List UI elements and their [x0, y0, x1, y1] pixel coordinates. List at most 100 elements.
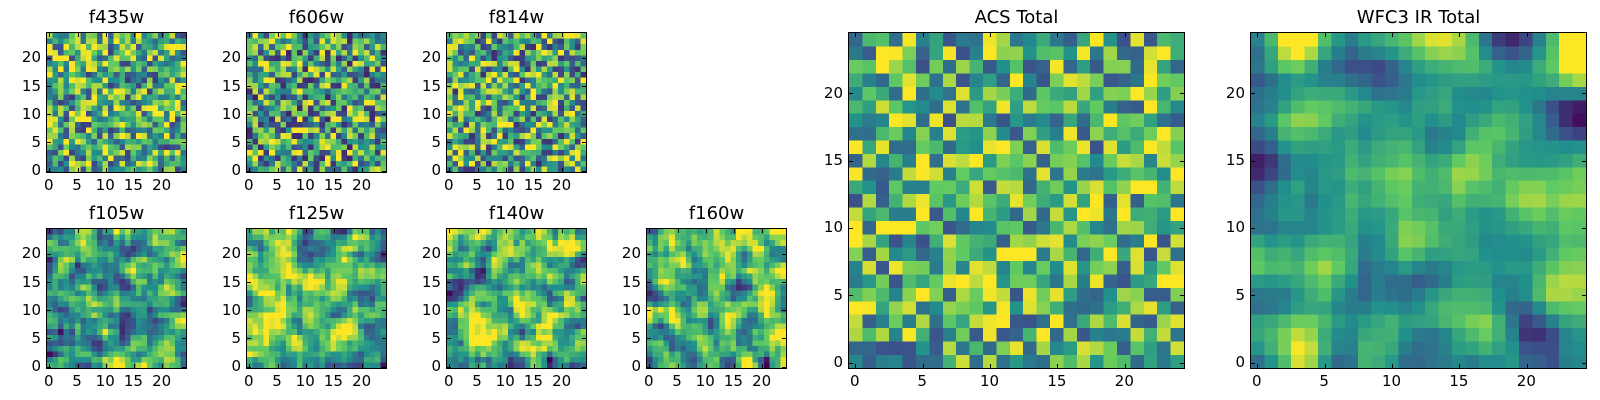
heatmap-cell [969, 220, 984, 235]
y-tick-mark [447, 310, 451, 312]
heatmap-plot [246, 32, 387, 173]
heatmap-cell [969, 274, 984, 288]
heatmap-cell [47, 351, 53, 357]
heatmap-cell [374, 306, 381, 313]
y-tick-mark [247, 170, 251, 172]
heatmap-cell [352, 356, 359, 363]
heatmap-cell [180, 94, 186, 100]
heatmap-cell [141, 256, 148, 263]
heatmap-cell [63, 49, 70, 56]
heatmap-cell [158, 38, 164, 45]
heatmap-cell [52, 149, 59, 156]
heatmap-cell [691, 323, 698, 330]
heatmap-cell [158, 116, 164, 123]
heatmap-cell [1090, 220, 1104, 235]
heatmap-cell [530, 284, 537, 291]
heatmap-cell [547, 356, 553, 363]
heatmap-cell [685, 290, 692, 296]
heatmap-cell [280, 138, 287, 145]
heatmap-cell [119, 262, 125, 269]
heatmap-cell [69, 77, 75, 84]
heatmap-cell [513, 234, 520, 241]
heatmap-cell [1170, 314, 1184, 329]
heatmap-cell [358, 295, 364, 302]
heatmap-cell [285, 133, 292, 139]
heatmap-cell [330, 121, 337, 128]
heatmap-cell [691, 312, 698, 319]
heatmap-cell [52, 323, 59, 330]
heatmap-cell [252, 362, 259, 368]
heatmap-cell [691, 351, 698, 357]
heatmap-cell [297, 329, 303, 335]
heatmap-cell [491, 155, 498, 161]
heatmap-cell [74, 160, 81, 167]
heatmap-cell [335, 99, 342, 106]
heatmap-cell [708, 345, 714, 352]
heatmap-cell [135, 301, 142, 307]
heatmap-cell [485, 334, 492, 341]
heatmap-cell [52, 229, 59, 235]
heatmap-cell [119, 329, 125, 335]
heatmap-cell [735, 306, 742, 313]
heatmap-cell [180, 356, 186, 363]
heatmap-cell [97, 133, 103, 139]
heatmap-cell [347, 279, 353, 285]
heatmap-cell [474, 290, 481, 296]
heatmap-cell [916, 260, 930, 275]
heatmap-cell [158, 49, 164, 56]
heatmap-cell [80, 144, 87, 150]
heatmap-cell [308, 295, 314, 302]
x-tick-mark [449, 364, 451, 368]
heatmap-cell [335, 256, 342, 263]
heatmap-cell [319, 279, 325, 285]
heatmap-cell [996, 354, 1011, 368]
heatmap-cell [335, 334, 342, 341]
heatmap-cell [269, 55, 275, 61]
heatmap-cell [563, 166, 570, 172]
heatmap-cell [285, 71, 292, 78]
heatmap-cell [274, 284, 281, 291]
heatmap-cell [58, 49, 64, 56]
heatmap-cell [1009, 220, 1024, 235]
heatmap-cell [563, 345, 570, 352]
heatmap-cell [330, 155, 337, 161]
heatmap-cell [474, 133, 481, 139]
heatmap-cell [280, 144, 287, 150]
heatmap-cell [258, 138, 264, 145]
heatmap-cell [85, 256, 92, 263]
heatmap-cell [247, 262, 253, 269]
heatmap-cell [474, 240, 481, 246]
heatmap-cell [996, 207, 1011, 221]
heatmap-cell [580, 166, 586, 172]
heatmap-cell [274, 127, 281, 134]
heatmap-cell [69, 149, 75, 156]
heatmap-cell [47, 301, 53, 307]
heatmap-cell [285, 312, 292, 319]
heatmap-cell [983, 167, 997, 181]
heatmap-cell [552, 60, 559, 67]
heatmap-cell [135, 251, 142, 257]
heatmap-cell [447, 334, 453, 341]
heatmap-cell [163, 138, 170, 145]
heatmap-cell [574, 33, 581, 39]
heatmap-cell [369, 251, 375, 257]
heatmap-cell [491, 105, 498, 111]
heatmap-cell [1117, 220, 1131, 235]
y-tick-mark [447, 142, 451, 144]
heatmap-cell [58, 273, 64, 280]
heatmap-cell [147, 138, 153, 145]
y-tick-label: 5 [31, 132, 41, 151]
heatmap-cell [563, 240, 570, 246]
heatmap-cell [580, 256, 586, 263]
heatmap-cell [313, 256, 320, 263]
heatmap-cell [174, 99, 181, 106]
heatmap-cell [47, 284, 53, 291]
heatmap-cell [158, 306, 164, 313]
heatmap-cell [652, 245, 659, 252]
heatmap-cell [513, 88, 520, 95]
heatmap-cell [324, 312, 331, 319]
heatmap-cell [374, 234, 381, 241]
heatmap-cell [69, 245, 75, 252]
heatmap-cell [263, 301, 270, 307]
heatmap-cell [497, 49, 503, 56]
